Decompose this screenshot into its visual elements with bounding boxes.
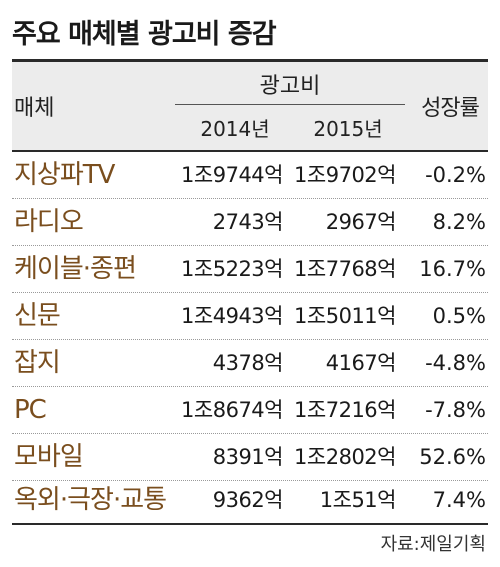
table-row: 라디오 2743억 2967억 8.2% [12,199,488,246]
row-divider [12,292,488,293]
row-media: 옥외·극장·교통 [14,485,167,515]
table-row: 지상파TV 1조9744억 1조9702억 -0.2% [12,152,488,199]
table-row: 신문 1조4943억 1조5011억 0.5% [12,293,488,340]
row-divider [12,198,488,199]
row-2014-value: 1조9744억 [181,163,283,187]
row-divider [12,339,488,340]
row-growth: 8.2% [432,210,486,234]
row-growth: -4.8% [425,351,486,375]
row-2015-value: 1조9702억 [294,163,396,187]
row-divider [12,245,488,246]
row-growth: 16.7% [419,257,486,281]
row-2015-value: 1조51억 [319,488,397,512]
table-row: PC 1조8674억 1조7216억 -7.8% [12,387,488,434]
table-bottom-rule [12,523,488,525]
row-2014-value: 9362억 [212,488,284,512]
row-media: 라디오 [14,207,84,237]
table-row: 케이블·종편 1조5223억 1조7768억 16.7% [12,246,488,293]
header-year-2015: 2015년 [313,117,383,141]
row-2014-value: 1조5223억 [181,257,283,281]
row-growth: 52.6% [419,445,486,469]
table-row: 옥외·극장·교통 9362억 1조51억 7.4% [12,477,488,524]
row-media: 지상파TV [14,160,115,190]
row-2015-value: 1조7216억 [294,398,396,422]
header-sub-rule [175,104,405,105]
row-media: 모바일 [14,442,84,472]
row-growth: 0.5% [432,304,486,328]
row-divider [12,386,488,387]
row-divider [12,433,488,434]
header-media: 매체 [14,96,55,121]
table-row: 모바일 8391억 1조2802억 52.6% [12,434,488,481]
row-2014-value: 1조8674억 [181,398,283,422]
table-top-rule [12,59,488,62]
row-media: PC [14,395,47,425]
table-row: 잡지 4378억 4167억 -4.8% [12,340,488,387]
table-header-background [12,62,488,150]
source-note: 자료:제일기획 [380,534,486,555]
row-2015-value: 1조7768억 [294,257,396,281]
header-year-2014: 2014년 [200,117,270,141]
row-2014-value: 1조4943억 [181,304,283,328]
header-ad-spend: 광고비 [259,74,321,99]
row-divider [12,480,488,481]
row-growth: -7.8% [425,398,486,422]
table-header-rule [12,150,488,152]
row-2014-value: 8391억 [212,445,284,469]
row-2015-value: 1조5011억 [294,304,396,328]
row-media: 잡지 [14,348,61,378]
row-growth: -0.2% [425,163,486,187]
row-2014-value: 2743억 [212,210,284,234]
row-2015-value: 2967억 [325,210,397,234]
row-2015-value: 4167억 [325,351,397,375]
row-media: 케이블·종편 [14,254,137,284]
chart-title: 주요 매체별 광고비 증감 [12,19,277,50]
row-media: 신문 [14,301,61,331]
row-2015-value: 1조2802억 [294,445,396,469]
header-growth-rate: 성장률 [421,96,480,121]
row-growth: 7.4% [432,488,486,512]
row-2014-value: 4378억 [212,351,284,375]
